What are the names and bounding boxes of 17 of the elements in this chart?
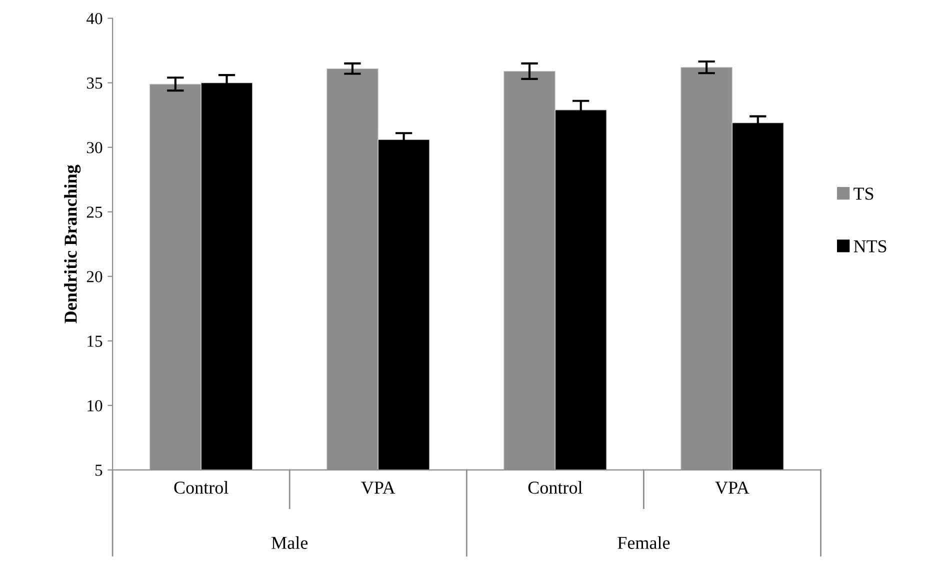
- x-tick-label: VPA: [715, 482, 750, 494]
- y-tick-label: 20: [86, 271, 102, 282]
- y-axis-title: Dendritic Branching: [64, 164, 81, 324]
- y-tick-label: 25: [86, 206, 102, 218]
- y-tick-label: 30: [86, 142, 102, 154]
- y-tick-label: 10: [88, 400, 102, 412]
- x-tick-label: Control: [528, 481, 582, 494]
- text: Male: [272, 536, 308, 549]
- x-tick-label: VPA: [361, 482, 396, 494]
- y-tick-label: 35: [86, 78, 102, 89]
- y-tick-label: 40: [86, 12, 102, 24]
- y-tick-label: 15: [88, 336, 102, 347]
- legend-label: NTS: [854, 240, 886, 252]
- legend-label: TS: [854, 188, 874, 200]
- x-tick-label: Control: [174, 481, 228, 494]
- text: Female: [618, 536, 670, 549]
- y-tick-label: 5: [95, 464, 102, 476]
